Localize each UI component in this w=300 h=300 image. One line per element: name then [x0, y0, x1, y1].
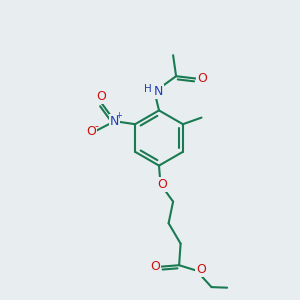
Text: O: O	[96, 90, 106, 103]
Text: O: O	[197, 72, 207, 85]
Text: +: +	[115, 111, 122, 120]
Text: O: O	[150, 260, 160, 273]
Text: O: O	[196, 262, 206, 276]
Text: N: N	[153, 85, 163, 98]
Text: O: O	[86, 125, 96, 138]
Text: N: N	[110, 115, 119, 128]
Text: -: -	[94, 121, 98, 131]
Text: H: H	[144, 84, 152, 94]
Text: O: O	[158, 178, 167, 191]
